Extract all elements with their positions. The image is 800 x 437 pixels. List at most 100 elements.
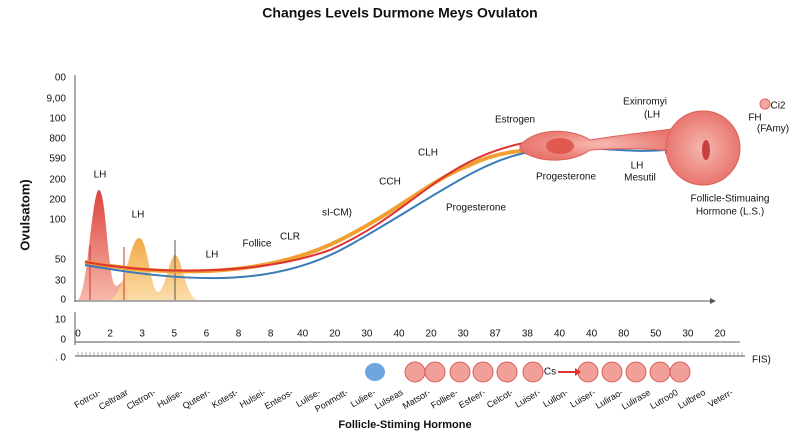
x-tick-label: 40: [297, 329, 309, 340]
annotation: sI-CM): [322, 208, 352, 219]
nucleus: [702, 140, 710, 160]
bottom-label: Clstron-: [125, 387, 157, 411]
bottom-label: Lulseas: [373, 387, 405, 411]
scale-start: . 0: [55, 353, 67, 364]
x-tick-label: 20: [329, 329, 341, 340]
cell: [601, 361, 623, 383]
y-tick-label: 0: [60, 295, 66, 306]
annotation: LH: [206, 250, 219, 261]
bottom-label: Luiser-: [513, 387, 542, 409]
annotation: CLR: [280, 232, 300, 243]
annotation: Ci2: [770, 101, 785, 112]
y-tick-label: 00: [55, 73, 67, 84]
x-tick-label: 20: [714, 329, 726, 340]
x-tick-label: 50: [650, 329, 662, 340]
bottom-label: Kotest-: [210, 387, 240, 410]
annotation: LH: [94, 170, 107, 181]
annotation: LH: [132, 210, 145, 221]
annotation: CLH: [418, 148, 438, 159]
cell: [496, 361, 518, 383]
cell: [424, 361, 446, 383]
x-tick-label: 80: [618, 329, 630, 340]
x-tick-label: 0: [75, 329, 81, 340]
annotation: Follice: [243, 239, 272, 250]
bottom-label: Fotrcu-: [72, 387, 102, 410]
follicle-tube: [519, 127, 681, 161]
x-tick-label: 5: [172, 329, 178, 340]
cell-icon: [759, 98, 771, 110]
cell: [625, 361, 647, 383]
scale-ticks: [77, 352, 743, 356]
cell: [449, 361, 471, 383]
x-tick-label: 6: [204, 329, 210, 340]
cell: [472, 361, 494, 383]
annotation: FH: [748, 113, 761, 124]
lh-peak: [78, 190, 128, 300]
cell: [404, 361, 426, 383]
x-tick-label: 2: [107, 329, 113, 340]
x-tick-label: 87: [490, 329, 502, 340]
y-tick-label: 590: [49, 154, 66, 165]
x-tick-label: 30: [682, 329, 694, 340]
arrow: [710, 298, 716, 304]
annotation: Cs: [544, 367, 556, 378]
annotation: (FAmy): [757, 124, 789, 135]
bottom-label: Luiser-: [568, 387, 597, 409]
bottom-label: Lutroo0: [648, 387, 679, 411]
bottom-label: Matsor-: [401, 387, 432, 411]
x-tick-label: 8: [236, 329, 242, 340]
bottom-label: Luliee-: [349, 387, 377, 409]
x-tick-label: 40: [586, 329, 598, 340]
lower-tick-label: 0: [60, 335, 66, 346]
x-tick-label: 8: [268, 329, 274, 340]
x-tick-label: 40: [554, 329, 566, 340]
x-tick-label: 20: [426, 329, 438, 340]
y-tick-label: 800: [49, 134, 66, 145]
y-tick-label: 100: [49, 215, 66, 226]
annotation: LH: [631, 161, 644, 172]
bottom-label: Esfeer-: [457, 387, 487, 410]
bottom-label: Lulbreo: [676, 387, 707, 411]
x-tick-label: 40: [393, 329, 405, 340]
arrow: [575, 368, 581, 376]
annotation: Progesterone: [446, 203, 506, 214]
bottom-label: Hulsei-: [238, 387, 267, 410]
bottom-label: Celtraar: [97, 387, 130, 412]
cell-row: [404, 361, 691, 383]
annotation: Follicle-Stimuaing: [691, 194, 770, 205]
annotation: (LH: [644, 110, 660, 121]
title: Changes Levels Durmone Meys Ovulaton: [262, 5, 537, 21]
y-tick-label: 50: [55, 255, 67, 266]
blue-cell: [365, 363, 385, 381]
y-tick-label: 200: [49, 195, 66, 206]
fsh-peaks: [110, 238, 198, 300]
bottom-label: Lullon-: [541, 387, 569, 409]
y-tick-label: 200: [49, 175, 66, 186]
y-tick-label: 100: [49, 114, 66, 125]
bottom-label: Enteos-: [263, 387, 295, 411]
lower-tick-label: 10: [55, 315, 67, 326]
bottom-title: Follicle-Stiming Hormone: [338, 419, 471, 431]
red-curve: [84, 139, 541, 272]
annotation: Exinromyi: [623, 97, 667, 108]
annotation: Estrogen: [495, 115, 535, 126]
x-tick-label: 3: [139, 329, 145, 340]
y-tick-label: 9,00: [47, 94, 67, 105]
y-tick-label: 30: [55, 276, 67, 287]
annotation: CCH: [379, 177, 401, 188]
cell: [522, 361, 544, 383]
blue-curve: [84, 151, 531, 280]
follicle: [546, 138, 574, 154]
bottom-label: Celcot-: [485, 387, 515, 410]
cell: [649, 361, 671, 383]
x-tick-label: 30: [361, 329, 373, 340]
bottom-label: Veterr-: [706, 387, 734, 409]
scale-end: FIS): [752, 355, 771, 366]
y-axis-label: Ovulsatom): [17, 179, 32, 251]
bottom-label: Folliee-: [429, 387, 460, 410]
annotation: Hormone (L.S.): [696, 207, 764, 218]
bottom-label: Hulise-: [155, 387, 184, 410]
bottom-label: Lulirase: [620, 387, 652, 411]
x-tick-label: 38: [522, 329, 534, 340]
